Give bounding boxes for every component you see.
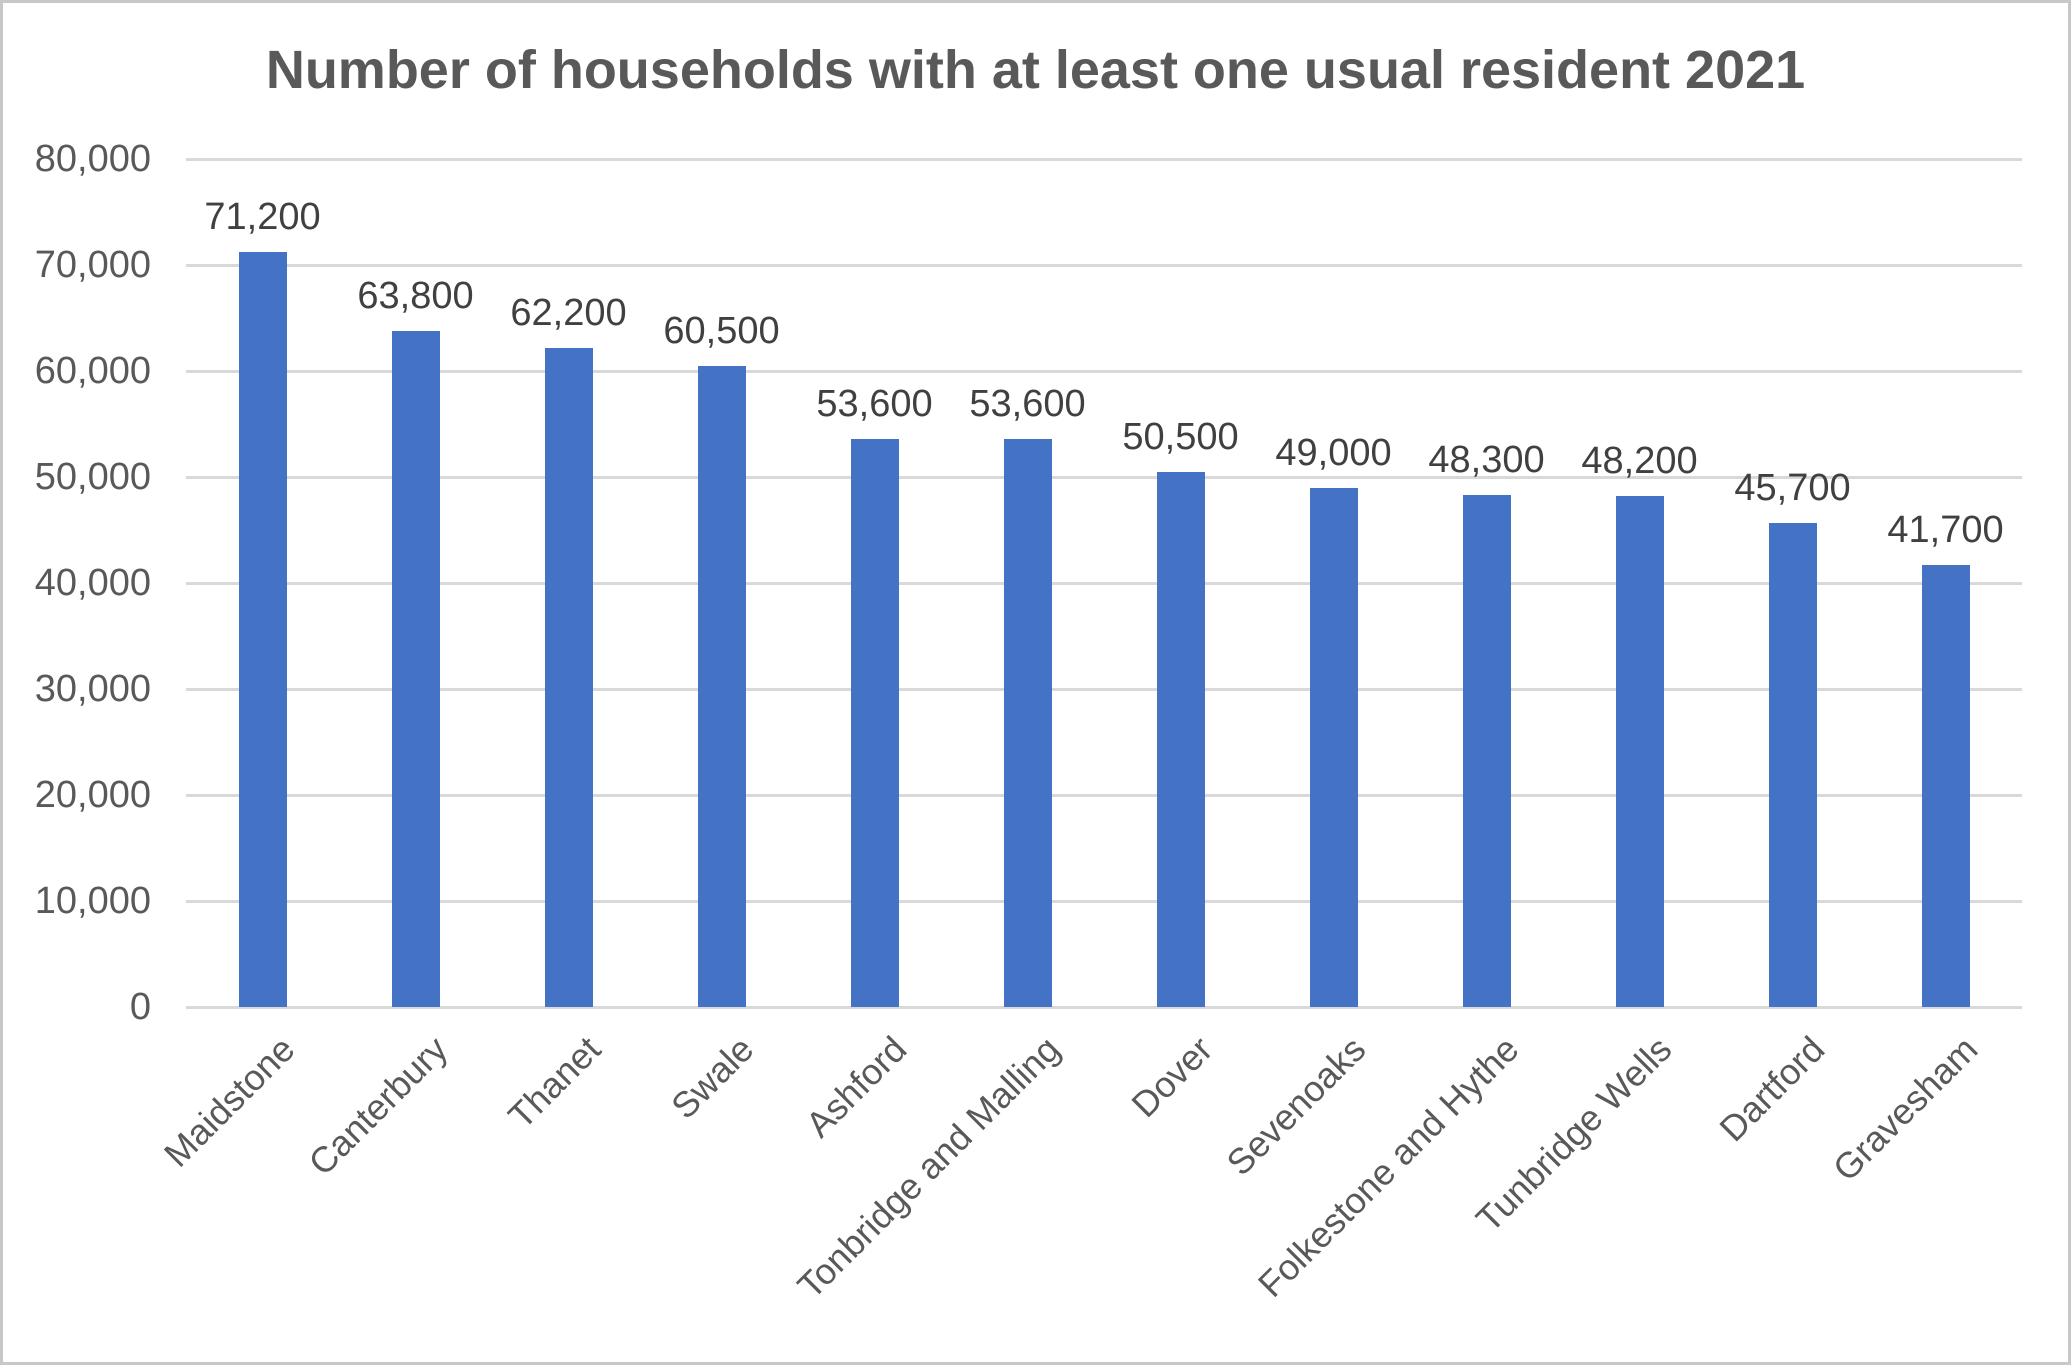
gridline [186,900,2022,903]
bar [1309,487,1358,1007]
y-axis-tick-label: 30,000 [34,668,151,710]
bar [850,438,899,1007]
bar-data-label: 53,600 [816,382,933,425]
bar [1615,496,1664,1007]
gridline [186,370,2022,373]
bar [1462,495,1511,1007]
bar [1921,564,1970,1007]
x-axis-category-label: Dover [1123,1028,1221,1126]
y-axis-tick-label: 20,000 [34,774,151,816]
x-axis-category-label: Ashford [798,1028,915,1146]
bar-data-label: 48,200 [1581,440,1698,483]
bar-data-label: 50,500 [1122,415,1239,458]
bar [544,347,593,1007]
bar-data-label: 45,700 [1734,466,1851,509]
y-axis-tick-label: 0 [129,986,151,1028]
bar-data-label: 62,200 [510,291,627,334]
gridline [186,476,2022,479]
bar [238,252,287,1007]
bar [697,365,746,1007]
gridline [186,264,2022,267]
gridline [186,794,2022,797]
bar-data-label: 48,300 [1428,439,1545,482]
bar [391,330,440,1007]
chart-title: Number of households with at least one u… [265,40,1806,100]
gridline [186,582,2022,585]
x-axis-category-label: Maidstone [156,1028,303,1175]
x-axis-category-label: Sevenoaks [1218,1028,1374,1184]
x-axis-category-label: Gravesham [1825,1028,1986,1189]
bar-data-label: 53,600 [969,382,1086,425]
bar [1156,471,1205,1007]
y-axis-tick-label: 60,000 [34,350,151,392]
y-axis-tick-label: 10,000 [34,880,151,922]
x-axis-category-label: Dartford [1711,1028,1833,1150]
x-axis-category-label: Swale [663,1028,762,1127]
x-axis-category-label: Tonbridge and Malling [789,1028,1068,1307]
gridline [186,1006,2022,1009]
gridline [186,688,2022,691]
bar-data-label: 41,700 [1887,508,2004,551]
y-axis-tick-label: 70,000 [34,244,151,286]
y-axis-tick-label: 80,000 [34,138,151,180]
bar-data-label: 63,800 [357,274,474,317]
gridline [186,158,2022,161]
bar [1003,438,1052,1007]
bar-data-label: 71,200 [204,196,321,239]
y-axis-tick-label: 50,000 [34,456,151,498]
x-axis-category-label: Canterbury [300,1028,456,1184]
y-axis-tick-label: 40,000 [34,562,151,604]
plot-area: 80,000 70,000 60,000 50,000 40,000 30,000 20,0… [3,3,2068,1362]
bar-data-label: 49,000 [1275,431,1392,474]
x-axis-category-label: Folkestone and Hythe [1250,1028,1527,1305]
bar-data-label: 60,500 [663,309,780,352]
bar [1768,522,1817,1007]
x-axis-category-label: Thanet [500,1028,609,1137]
